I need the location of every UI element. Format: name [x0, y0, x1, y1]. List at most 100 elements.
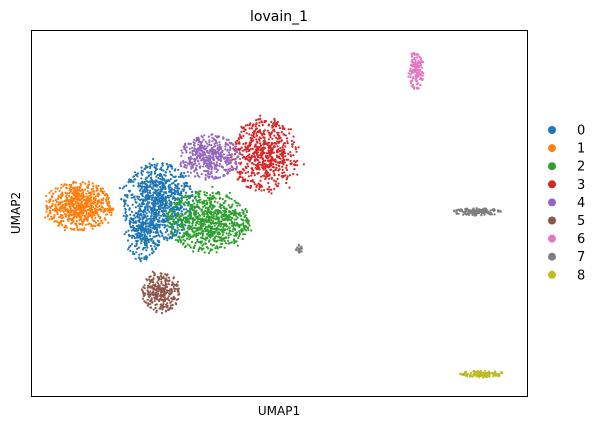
data-point	[407, 75, 410, 78]
data-point	[139, 258, 142, 261]
data-point	[168, 199, 171, 202]
data-point	[278, 124, 281, 127]
data-point	[410, 79, 414, 82]
data-point	[198, 223, 201, 226]
legend-label-4: 4	[577, 196, 585, 211]
data-point	[281, 168, 284, 171]
data-point	[412, 86, 416, 89]
data-point	[148, 184, 151, 188]
data-point	[478, 373, 481, 376]
data-point	[272, 163, 275, 166]
data-point	[97, 184, 100, 187]
data-point	[207, 210, 210, 214]
data-point	[261, 121, 264, 124]
data-point	[98, 193, 101, 196]
data-point	[210, 153, 213, 156]
legend-label-2: 2	[577, 160, 585, 175]
data-point	[268, 188, 271, 191]
data-point	[416, 82, 419, 85]
data-point	[265, 152, 268, 155]
data-point	[130, 229, 133, 232]
data-point	[89, 209, 92, 212]
data-point	[266, 163, 270, 166]
data-point	[126, 214, 129, 218]
data-point	[275, 167, 278, 170]
data-point	[274, 142, 277, 145]
data-point	[166, 215, 169, 219]
data-point	[130, 236, 134, 239]
data-point	[72, 220, 75, 223]
data-point	[218, 143, 221, 146]
data-point	[234, 228, 237, 231]
data-point	[166, 207, 169, 210]
data-point	[139, 260, 142, 263]
data-point	[163, 224, 166, 227]
data-point	[497, 210, 500, 213]
data-point	[106, 198, 110, 201]
data-point	[149, 183, 152, 186]
data-point	[270, 177, 273, 180]
data-point	[169, 215, 172, 218]
data-point	[92, 206, 95, 209]
data-point	[162, 213, 165, 216]
data-point	[167, 184, 171, 187]
data-point	[194, 224, 197, 227]
data-point	[262, 147, 265, 150]
data-point	[61, 200, 64, 204]
data-point	[297, 146, 300, 149]
data-point	[219, 207, 223, 210]
data-point	[215, 170, 218, 174]
data-point	[203, 251, 206, 254]
data-point	[226, 163, 229, 166]
data-point	[218, 164, 221, 168]
data-point	[185, 151, 188, 154]
data-point	[80, 216, 83, 219]
data-point	[49, 206, 52, 210]
data-point	[282, 144, 285, 147]
data-point	[417, 87, 420, 90]
data-point	[245, 225, 248, 228]
data-point	[79, 184, 83, 187]
data-point	[182, 160, 185, 163]
data-point	[166, 297, 169, 300]
data-point	[270, 168, 273, 171]
data-point	[148, 217, 151, 220]
data-point	[213, 162, 216, 165]
data-point	[216, 144, 219, 147]
data-point	[51, 202, 54, 205]
data-point	[62, 185, 65, 188]
data-point	[68, 217, 71, 220]
data-point	[202, 247, 205, 250]
data-point	[241, 237, 244, 241]
data-point	[215, 227, 219, 230]
data-point	[127, 248, 130, 251]
data-point	[76, 212, 79, 215]
data-point	[162, 236, 165, 239]
data-point	[180, 228, 183, 232]
data-point	[52, 192, 55, 195]
data-point	[213, 232, 216, 235]
data-point	[67, 214, 70, 217]
data-point	[165, 196, 168, 200]
legend-marker-8	[548, 270, 556, 279]
data-point	[156, 192, 159, 195]
data-point	[459, 372, 462, 376]
data-point	[204, 176, 207, 179]
data-point	[153, 299, 156, 302]
data-point	[408, 69, 412, 72]
data-point	[131, 224, 135, 227]
data-point	[84, 205, 87, 208]
data-point	[156, 230, 159, 233]
data-point	[149, 280, 152, 283]
data-point	[206, 228, 209, 231]
data-point	[140, 171, 143, 175]
data-point	[226, 171, 229, 174]
data-point	[81, 220, 84, 223]
data-point	[177, 240, 180, 243]
data-point	[161, 308, 164, 311]
data-point	[185, 198, 189, 201]
data-point	[170, 297, 173, 300]
data-point	[73, 189, 76, 192]
data-point	[271, 149, 274, 152]
data-point	[218, 239, 221, 242]
